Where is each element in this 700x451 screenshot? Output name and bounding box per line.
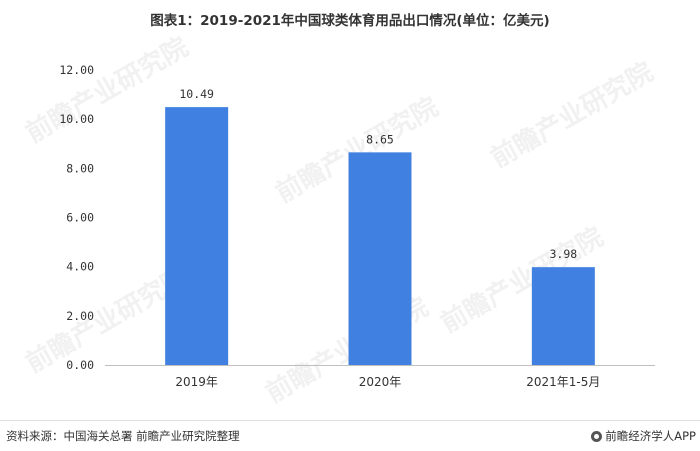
bar — [348, 152, 412, 365]
y-tick-label: 4.00 — [66, 260, 94, 274]
brand-credit: 前瞻经济学人APP — [591, 428, 696, 444]
data-label: 3.98 — [549, 247, 577, 261]
x-tick-label: 2021年1-5月 — [526, 375, 600, 389]
y-tick-label: 2.00 — [66, 309, 94, 323]
y-tick-label: 0.00 — [66, 358, 94, 372]
x-tick-label: 2020年 — [359, 375, 402, 389]
data-label: 8.65 — [366, 132, 394, 146]
bar — [531, 267, 595, 365]
source-note: 资料来源：中国海关总署 前瞻产业研究院整理 — [6, 429, 240, 443]
x-tick-label: 2019年 — [175, 375, 218, 389]
y-tick-label: 10.00 — [59, 112, 94, 126]
qianzhan-logo-icon — [591, 430, 603, 442]
y-tick-label: 6.00 — [66, 211, 94, 225]
y-tick-label: 8.00 — [66, 161, 94, 175]
chart-title: 图表1：2019-2021年中国球类体育用品出口情况(单位：亿美元) — [150, 13, 550, 29]
brand-label: 前瞻经济学人APP — [605, 429, 696, 443]
data-label: 10.49 — [179, 87, 214, 101]
bar-chart: 0.00 2.00 4.00 6.00 8.00 10.00 12.00 10.49 2019年… — [59, 63, 655, 389]
bar — [165, 107, 229, 365]
footer: 资料来源：中国海关总署 前瞻产业研究院整理 前瞻经济学人APP — [0, 420, 700, 451]
y-tick-label: 12.00 — [59, 63, 94, 77]
